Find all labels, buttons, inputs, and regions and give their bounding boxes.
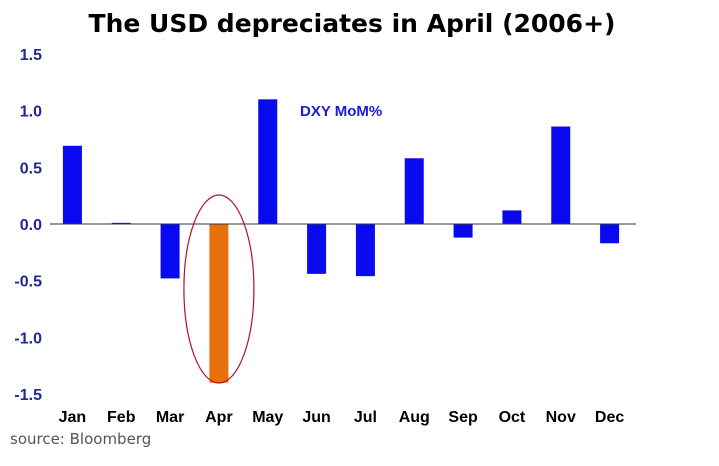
bar-jul [355,224,375,277]
bar-mar [160,224,180,279]
y-tick-label: -1.5 [14,387,42,404]
x-axis: Jan Feb Mar Apr May Jun Jul Aug Sep Oct Nov Dec [59,409,625,426]
x-tick-label: Mar [156,409,184,426]
x-tick-label: May [252,409,283,426]
x-tick-label: Apr [205,409,233,426]
y-tick-label: 0.5 [20,160,42,177]
x-tick-label: Jun [302,409,330,426]
y-tick-label: -1.0 [14,330,42,347]
y-tick-label: 1.0 [20,104,42,121]
bar-aug [404,158,424,224]
y-tick-label: 0.0 [20,217,42,234]
x-tick-label: Oct [499,409,526,426]
y-tick-label: 1.5 [20,47,42,64]
bar-nov [551,126,571,224]
april-highlight-ellipse [183,194,255,384]
bar-may [258,99,278,224]
bar-apr [209,224,229,383]
y-axis: 1.5 1.0 0.5 0.0 -0.5 -1.0 -1.5 [14,47,42,404]
bar-series [62,99,620,383]
source-note: source: Bloomberg [10,430,151,448]
x-tick-label: Sep [448,409,478,426]
bar-jun [307,224,327,274]
x-tick-label: Jan [59,409,87,426]
series-legend-label: DXY MoM% [300,103,382,120]
x-tick-label: Nov [546,409,576,426]
x-tick-label: Dec [595,409,624,426]
x-tick-label: Feb [107,409,136,426]
chart-title: The USD depreciates in April (2006+) [89,9,616,38]
x-tick-label: Jul [354,409,377,426]
bar-dec [600,224,620,244]
bar-jan [62,145,82,224]
x-tick-label: Aug [399,409,430,426]
y-tick-label: -0.5 [14,274,42,291]
bar-oct [502,210,522,224]
bar-sep [453,224,473,238]
